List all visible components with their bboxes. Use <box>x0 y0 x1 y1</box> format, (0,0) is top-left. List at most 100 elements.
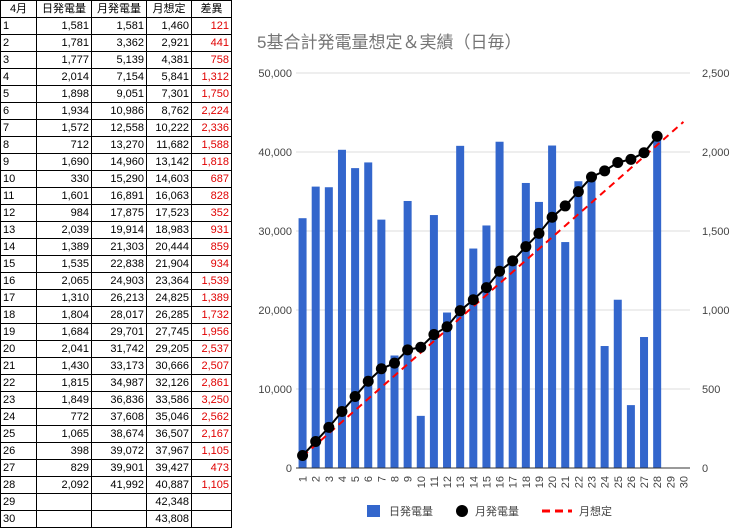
table-cell: 10,222 <box>146 119 192 137</box>
table-cell: 352 <box>191 204 232 222</box>
x-axis-tick-label: 1 <box>298 476 310 482</box>
right-axis-tick-label: 0 <box>702 463 708 475</box>
bar <box>508 261 517 468</box>
chart-legend: 日発電量 月発電量 月想定 <box>367 504 612 518</box>
bar <box>403 200 412 469</box>
table-row: 16 2,065 24,903 23,364 1,539 <box>0 272 232 290</box>
left-axis-tick-label: 40,000 <box>258 147 292 159</box>
table-cell: 1,684 <box>36 323 92 341</box>
right-axis-tick-label: 2,000 <box>702 147 730 159</box>
chart-title: 5基合計発電量想定＆実績（日毎） <box>257 33 521 52</box>
cumulative-point <box>599 165 611 177</box>
x-axis-tick-label: 8 <box>390 476 402 482</box>
table-body: 1 1,581 1,581 1,460 121 2 1,781 3,362 2,921 441 3 1… <box>0 17 232 528</box>
table-cell: 1,310 <box>36 289 92 307</box>
table-cell: 2,507 <box>191 357 232 375</box>
x-axis-tick-label: 4 <box>337 476 349 482</box>
forecast-line <box>301 121 685 458</box>
left-axis-tick-label: 30,000 <box>258 226 292 238</box>
table-row: 30 43,808 <box>0 510 232 528</box>
x-axis-tick-label: 16 <box>495 476 507 488</box>
table-cell: 1,581 <box>91 17 147 35</box>
legend-label: 月発電量 <box>475 504 519 518</box>
x-axis-tick-label: 25 <box>613 476 625 488</box>
bar <box>482 225 491 468</box>
cumulative-point <box>546 211 558 223</box>
table-cell: 14,960 <box>91 153 147 171</box>
table-header-cell: 日発電量 <box>36 0 92 18</box>
table-cell: 20,444 <box>146 238 192 256</box>
x-axis-tick-label: 24 <box>600 476 612 488</box>
table-cell: 36,836 <box>91 391 147 409</box>
bar <box>587 175 596 468</box>
bar <box>324 187 333 468</box>
x-axis-tick-label: 26 <box>626 476 638 488</box>
table-cell: 772 <box>36 408 92 426</box>
x-axis-tick-label: 15 <box>481 476 493 488</box>
bar <box>495 141 504 469</box>
table-cell: 29,701 <box>91 323 147 341</box>
table-cell: 2,537 <box>191 340 232 358</box>
cumulative-point <box>323 421 335 433</box>
table-row: 6 1,934 10,986 8,762 2,224 <box>0 102 232 120</box>
table-row: 1 1,581 1,581 1,460 121 <box>0 17 232 35</box>
bar <box>600 346 609 468</box>
x-axis-tick-label: 2 <box>311 476 323 482</box>
x-axis-tick-label: 29 <box>665 476 677 488</box>
table-row: 2 1,781 3,362 2,921 441 <box>0 34 232 52</box>
table-cell: 10,986 <box>91 102 147 120</box>
bar <box>548 145 557 468</box>
table-cell: 1,804 <box>36 306 92 324</box>
table-cell: 1,572 <box>36 119 92 137</box>
cumulative-point <box>520 241 532 253</box>
bar <box>653 137 662 469</box>
table-cell: 23 <box>0 391 37 409</box>
table-row: 9 1,690 14,960 13,142 1,818 <box>0 153 232 171</box>
legend-marker <box>456 505 468 517</box>
table-cell: 26,213 <box>91 289 147 307</box>
right-axis-tick-label: 2,500 <box>702 68 730 80</box>
table-row: 23 1,849 36,836 33,586 3,250 <box>0 391 232 409</box>
cumulative-point <box>349 390 361 402</box>
cumulative-point <box>428 329 440 341</box>
bar <box>377 219 386 468</box>
table-cell: 2,041 <box>36 340 92 358</box>
cumulative-point <box>480 282 492 294</box>
bar <box>311 186 320 469</box>
table-cell: 687 <box>191 170 232 188</box>
x-axis-tick-label: 5 <box>350 476 362 482</box>
line-series <box>297 121 685 462</box>
table-cell: 121 <box>191 17 232 35</box>
table-cell: 43,808 <box>146 510 192 528</box>
table-cell: 29 <box>0 493 37 511</box>
table-cell: 1,956 <box>191 323 232 341</box>
bar <box>390 355 399 468</box>
table-cell: 37,608 <box>91 408 147 426</box>
table-cell: 758 <box>191 51 232 69</box>
table-cell: 13 <box>0 221 37 239</box>
cumulative-point <box>559 200 571 212</box>
table-cell: 8,762 <box>146 102 192 120</box>
bar <box>337 149 346 468</box>
x-axis-tick-label: 7 <box>376 476 388 482</box>
left-axis-tick-label: 20,000 <box>258 305 292 317</box>
cumulative-point <box>297 450 309 462</box>
table-cell: 859 <box>191 238 232 256</box>
table-cell: 398 <box>36 442 92 460</box>
table-cell: 2,861 <box>191 374 232 392</box>
left-axis-tick-label: 10,000 <box>258 384 292 396</box>
table-cell: 1,777 <box>36 51 92 69</box>
legend-label: 日発電量 <box>389 504 433 518</box>
table-cell: 26,285 <box>146 306 192 324</box>
table-row: 7 1,572 12,558 10,222 2,336 <box>0 119 232 137</box>
legend-bar-swatch <box>367 505 380 517</box>
bar <box>640 337 649 468</box>
cumulative-point <box>362 375 374 387</box>
table-header-cell: 4月 <box>0 0 37 18</box>
x-axis-tick-label: 14 <box>468 476 480 488</box>
x-axis-tick-label: 21 <box>560 476 572 488</box>
bar <box>626 405 635 468</box>
chart-axes: 0 10,000 20,000 30,000 40,000 50,000 0 500 1,000… <box>258 68 729 488</box>
table-row: 8 712 13,270 11,682 1,588 <box>0 136 232 154</box>
